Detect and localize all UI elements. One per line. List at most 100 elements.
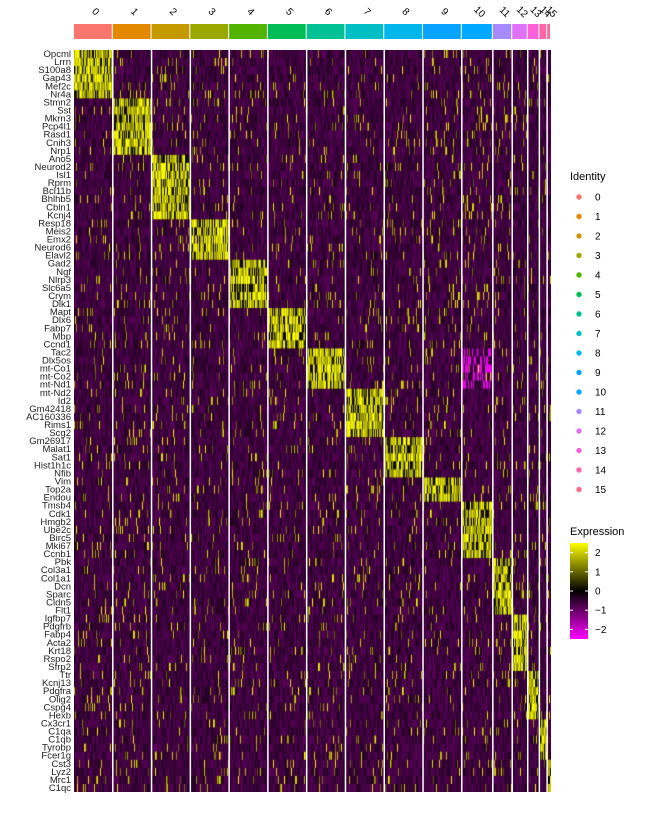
cluster-label-4: 4 xyxy=(244,6,256,18)
cluster-bar-10 xyxy=(461,24,492,39)
identity-legend-label: 0 xyxy=(595,193,601,204)
identity-legend-label: 10 xyxy=(595,388,607,399)
cluster-bar-11 xyxy=(492,24,512,39)
identity-legend-label: 12 xyxy=(595,427,607,438)
identity-legend-label: 6 xyxy=(595,310,601,321)
gene-label: Ube2c xyxy=(44,525,72,536)
gene-label: Resp18 xyxy=(38,218,71,229)
gene-label: Flt1 xyxy=(55,606,71,617)
cluster-bar-9 xyxy=(423,24,461,39)
gene-label: Olig2 xyxy=(49,694,71,705)
cluster-label-1: 1 xyxy=(128,6,140,18)
gene-label: Lrrn xyxy=(54,57,71,68)
gene-label: Top2a xyxy=(45,485,72,496)
gene-label: mt-Co2 xyxy=(40,372,71,383)
gene-label: Sst xyxy=(57,105,71,116)
cluster-bar-8 xyxy=(384,24,423,39)
identity-legend-swatch xyxy=(576,233,582,239)
gene-label: Tac2 xyxy=(51,347,71,358)
gene-label: Cnih3 xyxy=(46,138,71,149)
gene-label: Pdgfrb xyxy=(43,622,71,633)
identity-legend-swatch xyxy=(576,291,582,298)
gene-label: Tmsb4 xyxy=(42,501,71,512)
gene-label: Fcer1g xyxy=(41,751,71,762)
cluster-bar-1 xyxy=(112,24,151,39)
gene-label: Rasd1 xyxy=(44,130,71,141)
gene-label: Cldn5 xyxy=(46,597,71,608)
gene-label: Dlx5os xyxy=(42,356,71,367)
gene-label: Kcnj13 xyxy=(42,678,71,689)
gene-label: Nr4a xyxy=(50,89,71,100)
cluster-label-12: 12 xyxy=(514,4,530,20)
gene-label: Gap43 xyxy=(42,73,71,84)
gene-label: Acta2 xyxy=(47,638,71,649)
identity-legend-label: 3 xyxy=(595,251,601,262)
identity-legend-swatch xyxy=(576,213,582,220)
gene-label: Birc5 xyxy=(49,533,71,544)
gene-label: Fabp4 xyxy=(44,630,71,641)
identity-legend-swatch xyxy=(576,408,582,415)
colorbar-tick-label: −1 xyxy=(595,606,607,617)
gene-label: Nlrp3 xyxy=(48,275,71,286)
gene-label: Neurod2 xyxy=(35,162,71,173)
gene-label: Col3a1 xyxy=(41,565,71,576)
cluster-label-3: 3 xyxy=(206,6,218,18)
identity-legend-swatch xyxy=(576,311,582,317)
gene-label: Scg2 xyxy=(49,428,71,439)
gene-label: Hmgb2 xyxy=(40,517,71,528)
cluster-label-6: 6 xyxy=(322,6,334,18)
cluster-label-11: 11 xyxy=(497,5,512,20)
gene-label: Fabp7 xyxy=(44,323,71,334)
gene-label: Slc6a5 xyxy=(42,283,71,294)
cluster-bar-13 xyxy=(527,24,539,39)
gene-label: C1qb xyxy=(48,735,71,746)
gene-label: Mef2c xyxy=(45,81,71,92)
colorbar-tick-label: 2 xyxy=(595,548,601,559)
identity-legend-swatch xyxy=(576,330,582,337)
heatmap-grid xyxy=(74,50,551,792)
gene-label: Igfbp7 xyxy=(45,614,71,625)
identity-legend-label: 9 xyxy=(595,368,601,379)
gene-label: Hist1h1c xyxy=(34,460,71,471)
gene-label: Malat1 xyxy=(42,444,71,455)
gene-label: mt-Nd1 xyxy=(40,380,71,391)
identity-legend-label: 8 xyxy=(595,349,601,360)
cluster-bar-2 xyxy=(151,24,190,39)
identity-legend-swatch xyxy=(576,272,582,278)
gene-label: Id2 xyxy=(58,396,71,407)
gene-label: Pdgfra xyxy=(43,686,72,697)
cluster-label-8: 8 xyxy=(400,6,412,18)
gene-label: Gm26917 xyxy=(29,436,71,447)
cluster-label-9: 9 xyxy=(438,6,450,18)
identity-legend-label: 4 xyxy=(595,271,601,282)
gene-label: mt-Co1 xyxy=(40,364,71,375)
expression-colorbar xyxy=(570,543,588,639)
cluster-bar-7 xyxy=(345,24,384,39)
cluster-bar-6 xyxy=(306,24,345,39)
identity-legend-swatch xyxy=(576,428,582,434)
identity-legend-swatch xyxy=(576,389,582,395)
cluster-annotation-bar xyxy=(74,24,550,39)
gene-label: Gm42418 xyxy=(29,404,71,415)
gene-label: Mbp xyxy=(53,331,71,342)
identity-legend-label: 13 xyxy=(595,446,607,457)
identity-legend-swatch xyxy=(576,447,582,454)
gene-label: Mkrn3 xyxy=(45,114,71,125)
gene-label: Meis2 xyxy=(46,226,71,237)
gene-label: Mki67 xyxy=(46,541,71,552)
expression-legend: Expression 2 1 0 −1 −2 xyxy=(570,526,624,639)
gene-label: Nfib xyxy=(54,468,71,479)
identity-legend-swatch xyxy=(576,350,582,356)
identity-legend-swatch xyxy=(576,486,582,493)
identity-legend-swatch xyxy=(576,194,582,200)
cluster-label-7: 7 xyxy=(361,6,373,18)
colorbar-tick-label: 1 xyxy=(595,567,601,578)
gene-label: Col1a1 xyxy=(41,573,71,584)
gene-label: Ano5 xyxy=(49,154,71,165)
gene-label: Lyz2 xyxy=(51,767,71,778)
gene-label: Kcnj4 xyxy=(47,210,71,221)
gene-label: Sfrp2 xyxy=(48,662,71,673)
heatmap-cells xyxy=(74,50,551,792)
cluster-bar-14 xyxy=(539,24,547,39)
